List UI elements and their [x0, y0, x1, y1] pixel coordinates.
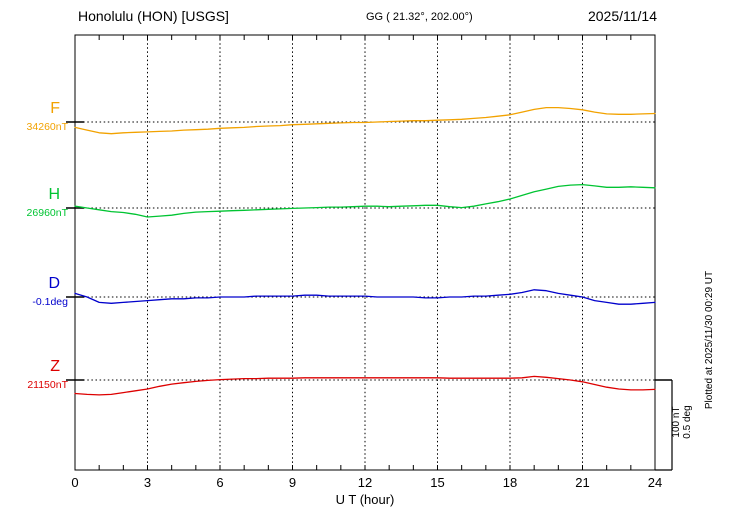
channel-letter-Z: Z	[50, 358, 60, 375]
x-tick-label: 3	[143, 475, 152, 490]
x-tick-label: 18	[502, 475, 518, 490]
scalebar-deg-label: 0.5 deg	[682, 405, 693, 439]
scalebar-nt-label: 100 nT	[671, 406, 682, 438]
x-tick-label: 6	[216, 475, 224, 490]
channel-letter-H: H	[48, 186, 60, 203]
x-tick-label: 15	[430, 475, 445, 490]
x-tick-label: 21	[575, 475, 590, 490]
x-axis-label: U T (hour)	[335, 492, 395, 507]
plotted-at-note: Plotted at 2025/11/30 00:29 UT	[704, 270, 715, 410]
channel-letter-F: F	[50, 100, 60, 117]
x-tick-label: 12	[357, 475, 373, 490]
channel-value-F: 34260nT	[26, 121, 68, 133]
trace-F	[74, 106, 656, 135]
trace-Z	[74, 375, 656, 396]
channel-value-D: -0.1deg	[32, 296, 68, 308]
plot-date: 2025/11/14	[587, 8, 657, 24]
channel-value-Z: 21150nT	[27, 379, 68, 391]
trace-D	[74, 289, 656, 305]
channel-value-H: 26960nT	[26, 207, 68, 219]
trace-H	[74, 183, 656, 218]
x-tick-label: 9	[288, 475, 297, 490]
channel-letter-D: D	[48, 275, 60, 292]
station-title: Honolulu (HON) [USGS]	[78, 8, 229, 24]
scalebar-labels: 100 nT 0.5 deg	[671, 393, 695, 451]
x-tick-label: 24	[647, 475, 663, 490]
geo-coords: GG ( 21.32°, 202.00°)	[366, 11, 473, 23]
x-tick-label: 0	[71, 475, 79, 490]
